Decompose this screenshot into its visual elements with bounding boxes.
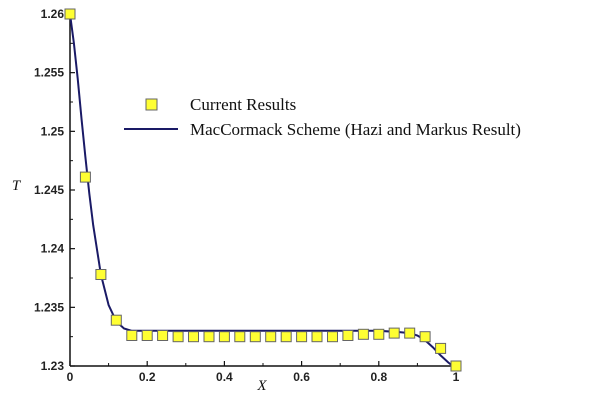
y-tick-label: 1.25 (41, 124, 65, 138)
y-tick-label: 1.23 (41, 359, 65, 373)
data-point-current-results (157, 330, 169, 341)
legend-marker-current-results (145, 98, 158, 111)
y-tick-label: 1.255 (34, 66, 64, 80)
data-point-current-results (373, 328, 385, 340)
data-point-current-results (327, 331, 338, 343)
y-ticks: 1.23 1.235 1.24 1.245 1.25 1.255 1.26 (34, 7, 75, 373)
data-point-current-results (296, 331, 308, 343)
y-tick-label: 1.24 (41, 242, 65, 256)
data-point-current-results (342, 330, 354, 341)
data-point-current-results (95, 269, 107, 280)
x-tick-label: 0 (67, 370, 74, 384)
data-point-current-results (450, 360, 462, 372)
data-point-current-results (141, 330, 153, 341)
data-point-current-results (64, 8, 76, 20)
data-point-current-results (203, 331, 215, 343)
data-point-current-results (79, 171, 91, 183)
legend-label-maccormack: MacCormack Scheme (Hazi and Markus Resul… (190, 120, 521, 139)
data-point-current-results (234, 331, 246, 343)
data-point-current-results (435, 342, 447, 354)
data-point-current-results (311, 331, 323, 343)
data-point-current-results (188, 331, 199, 343)
data-point-current-results (280, 331, 292, 343)
line-layer (69, 13, 457, 370)
data-point-current-results (126, 330, 138, 341)
x-tick-label: 1 (453, 370, 460, 384)
data-point-current-results (172, 331, 184, 343)
x-ticks: 0 0.2 0.4 0.6 0.8 1 (67, 361, 460, 384)
y-axis-title: T (12, 178, 22, 194)
y-tick-label: 1.235 (34, 300, 64, 314)
legend: Current Results MacCormack Scheme (Hazi … (124, 95, 521, 139)
data-point-current-results (249, 331, 261, 343)
legend-label-current-results: Current Results (190, 95, 296, 114)
data-point-current-results (110, 314, 122, 326)
x-tick-label: 0.4 (216, 370, 233, 384)
x-tick-label: 0.6 (293, 370, 310, 384)
data-point-current-results (357, 328, 369, 340)
x-axis-title: X (256, 378, 267, 394)
data-point-current-results (404, 327, 416, 339)
x-tick-label: 0.2 (139, 370, 156, 384)
data-point-current-results (388, 327, 400, 339)
series-line-maccormack (69, 13, 457, 370)
data-point-current-results (265, 331, 277, 343)
marker-layer (64, 8, 462, 372)
x-tick-label: 0.8 (370, 370, 387, 384)
data-point-current-results (419, 331, 431, 343)
plot-area (69, 14, 456, 367)
y-tick-label: 1.26 (41, 7, 65, 21)
data-point-current-results (218, 331, 230, 343)
y-tick-label: 1.245 (34, 183, 64, 197)
